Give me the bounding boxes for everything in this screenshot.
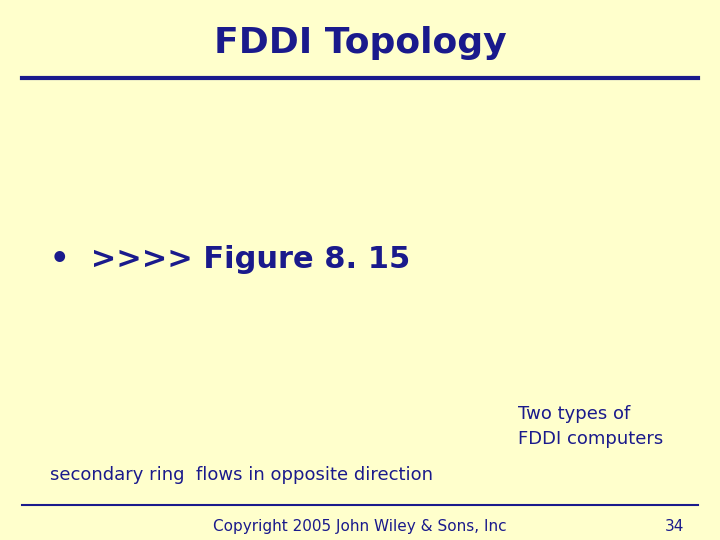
Text: FDDI Topology: FDDI Topology bbox=[214, 26, 506, 60]
Text: secondary ring  flows in opposite direction: secondary ring flows in opposite directi… bbox=[50, 466, 433, 484]
Text: •  >>>> Figure 8. 15: • >>>> Figure 8. 15 bbox=[50, 245, 410, 274]
Text: Copyright 2005 John Wiley & Sons, Inc: Copyright 2005 John Wiley & Sons, Inc bbox=[213, 519, 507, 534]
Text: Two types of
FDDI computers: Two types of FDDI computers bbox=[518, 405, 664, 448]
Text: 34: 34 bbox=[665, 519, 684, 534]
